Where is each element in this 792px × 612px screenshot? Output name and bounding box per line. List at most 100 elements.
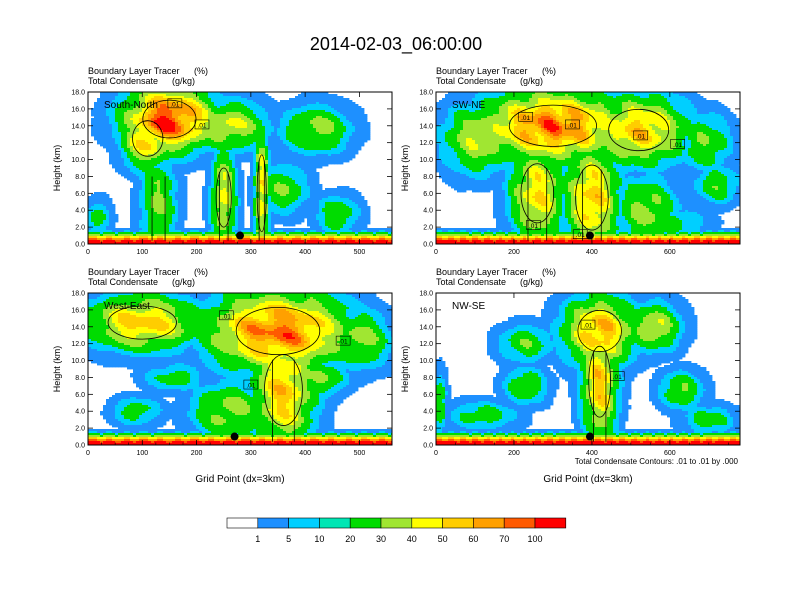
field-cell [286,128,290,131]
field-cell [313,98,317,101]
field-cell [97,120,101,123]
field-cell [325,124,329,127]
field-cell [283,110,287,113]
field-cell [235,120,239,123]
field-cell [259,92,263,95]
field-cell [229,212,233,215]
field-cell [286,124,290,127]
field-cell [181,198,185,201]
field-cell [97,198,101,201]
field-cell [310,196,314,199]
field-cell [139,190,143,193]
field-cell [124,134,128,137]
field-cell [262,198,266,201]
field-cell [154,196,158,199]
field-cell [169,182,173,185]
field-cell [211,210,215,213]
field-cell [241,110,245,113]
field-cell [97,214,101,217]
field-cell [187,168,191,171]
field-cell [337,206,341,209]
field-cell [259,186,263,189]
field-cell [121,172,125,175]
field-cell [136,108,140,111]
field-cell [295,192,299,195]
field-cell [262,106,266,109]
field-cell [307,134,311,137]
field-cell [199,154,203,157]
field-cell [208,180,212,183]
field-cell [160,134,164,137]
field-cell [310,154,314,157]
field-cell [298,110,302,113]
field-cell [259,94,263,97]
field-cell [301,94,305,97]
field-cell [247,188,251,191]
field-cell [235,102,239,105]
field-cell [316,112,320,115]
field-cell [355,192,359,195]
field-cell [199,162,203,165]
field-cell [322,210,326,213]
field-cell [280,136,284,139]
field-cell [292,114,296,117]
field-cell [151,208,155,211]
field-cell [217,130,221,133]
field-cell [352,206,356,209]
field-cell [277,130,281,133]
field-cell [313,196,317,199]
field-cell [202,200,206,203]
field-cell [331,148,335,151]
field-cell [145,214,149,217]
field-cell [202,118,206,121]
field-cell [94,114,98,117]
field-cell [142,208,146,211]
field-cell [295,190,299,193]
field-cell [301,154,305,157]
field-cell [277,210,281,213]
field-cell [262,150,266,153]
field-cell [340,156,344,159]
field-cell [298,136,302,139]
field-cell [148,186,152,189]
field-cell [268,100,272,103]
field-cell [235,110,239,113]
field-cell [97,210,101,213]
field-cell [241,152,245,155]
field-cell [310,184,314,187]
field-cell [133,182,137,185]
field-cell [172,108,176,111]
field-cell [307,122,311,125]
field-cell [301,210,305,213]
field-cell [352,188,356,191]
field-cell [208,164,212,167]
field-cell [235,96,239,99]
field-cell [319,100,323,103]
field-cell [172,180,176,183]
field-cell [217,154,221,157]
field-cell [229,174,233,177]
field-cell [175,162,179,165]
field-cell [148,102,152,105]
field-cell [157,172,161,175]
field-cell [115,132,119,135]
field-cell [142,126,146,129]
field-cell [259,124,263,127]
field-cell [181,92,185,95]
field-cell [124,114,128,117]
field-cell [154,168,158,171]
field-cell [97,118,101,121]
field-cell [181,182,185,185]
field-cell [316,94,320,97]
field-cell [145,162,149,165]
field-cell [331,94,335,97]
field-cell [322,128,326,131]
field-cell [364,122,368,125]
field-cell [97,202,101,205]
field-cell [193,128,197,131]
field-cell [328,98,332,101]
field-cell [256,198,260,201]
field-cell [253,94,257,97]
field-cell [277,192,281,195]
field-cell [133,124,137,127]
